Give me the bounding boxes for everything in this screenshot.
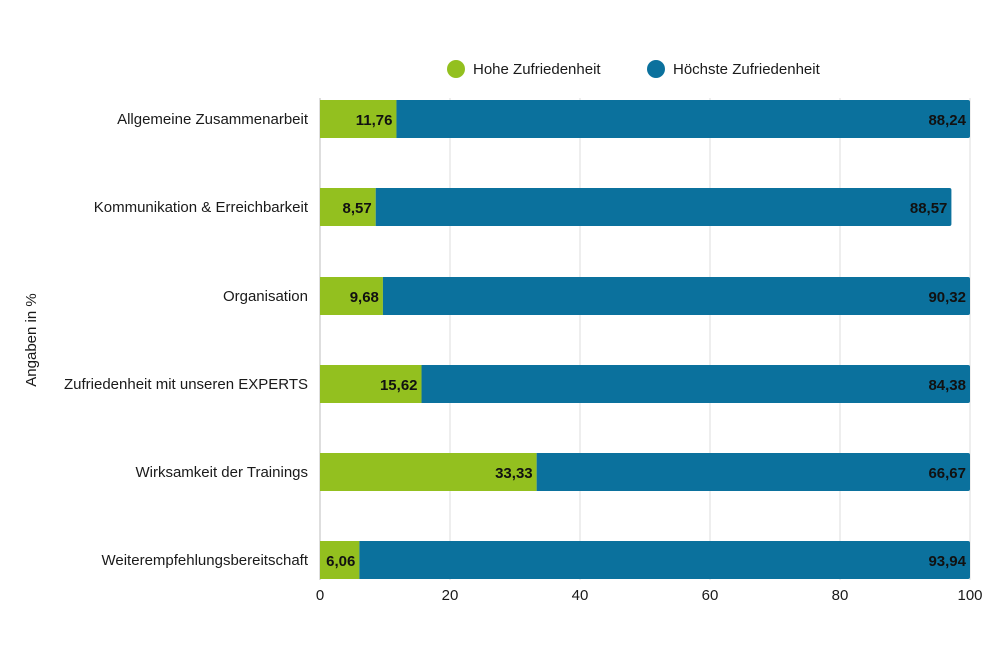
bar-segment-hohe xyxy=(320,365,422,403)
x-axis-ticks: 0 20 40 60 80 100 xyxy=(316,587,983,604)
x-tick-label: 80 xyxy=(832,587,849,604)
data-label: 33,33 xyxy=(495,465,533,482)
data-label: 9,68 xyxy=(350,289,379,306)
data-label: 90,32 xyxy=(928,289,966,306)
x-tick-label: 40 xyxy=(572,587,589,604)
bar-segment-hohe xyxy=(320,188,376,226)
x-tick-label: 60 xyxy=(702,587,719,604)
bar-segment-hohe xyxy=(320,541,360,579)
legend-label: Hohe Zufriedenheit xyxy=(473,61,601,78)
legend-label: Höchste Zufriedenheit xyxy=(673,61,821,78)
bars: 11,76 88,24 8,57 88,57 9,68 90,32 15,62 84,38 33… xyxy=(320,100,970,579)
x-tick-label: 100 xyxy=(957,587,982,604)
category-label: Organisation xyxy=(223,288,308,305)
x-tick-label: 0 xyxy=(316,587,324,604)
legend-marker-icon xyxy=(447,60,465,78)
bar-segment-hoechste xyxy=(421,365,970,403)
category-label: Weiterempfehlungsbereitschaft xyxy=(102,552,309,569)
category-label: Wirksamkeit der Trainings xyxy=(135,464,308,481)
grid-lines xyxy=(319,98,971,580)
category-labels: Allgemeine Zusammenarbeit Kommunikation &… xyxy=(64,111,309,569)
data-label: 88,24 xyxy=(928,112,966,129)
data-label: 66,67 xyxy=(928,465,966,482)
legend: Hohe Zufriedenheit Höchste Zufriedenheit xyxy=(447,60,821,78)
data-label: 15,62 xyxy=(380,377,418,394)
category-label: Zufriedenheit mit unseren EXPERTS xyxy=(64,376,308,393)
bar-segment-hoechste xyxy=(536,453,970,491)
x-tick-label: 20 xyxy=(442,587,459,604)
y-axis-label: Angaben in % xyxy=(23,293,40,386)
data-label: 6,06 xyxy=(326,553,355,570)
bar-segment-hoechste xyxy=(396,100,970,138)
bar-segment-hohe xyxy=(320,453,537,491)
bar-segment-hoechste xyxy=(359,541,970,579)
bar-segment-hohe xyxy=(320,277,383,315)
data-label: 8,57 xyxy=(343,200,372,217)
data-label: 88,57 xyxy=(910,200,948,217)
bar-segment-hoechste xyxy=(382,277,970,315)
bar-segment-hohe xyxy=(320,100,397,138)
data-label: 11,76 xyxy=(356,112,393,129)
legend-marker-icon xyxy=(647,60,665,78)
category-label: Allgemeine Zusammenarbeit xyxy=(117,111,309,128)
data-label: 93,94 xyxy=(928,553,966,570)
category-label: Kommunikation & Erreichbarkeit xyxy=(94,199,309,216)
bar-segment-hoechste xyxy=(375,188,952,226)
data-label: 84,38 xyxy=(928,377,966,394)
